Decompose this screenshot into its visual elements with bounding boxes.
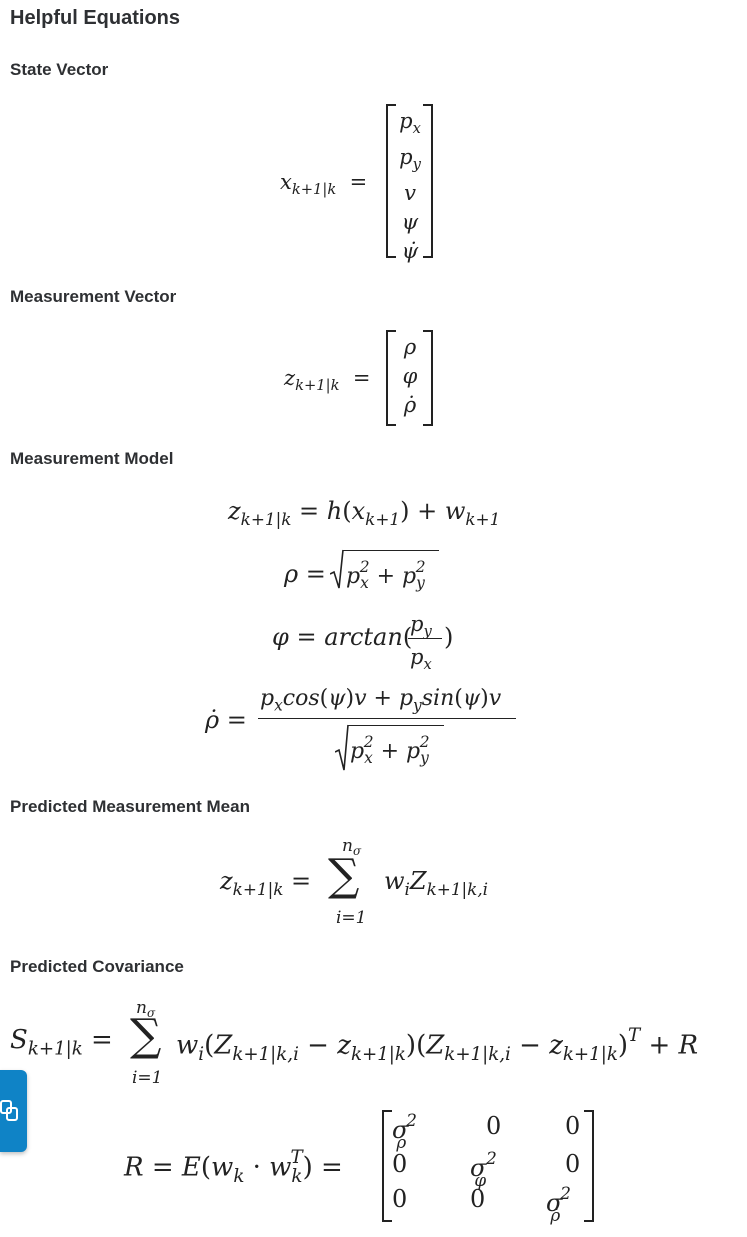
page-title: Helpful Equations: [10, 7, 180, 29]
state-vector-heading: State Vector: [10, 60, 109, 79]
measurement-vector-heading: Measurement Vector: [10, 287, 177, 306]
measurement-model-heading: Measurement Model: [10, 449, 174, 468]
predicted-covariance-heading: Predicted Covariance: [10, 957, 184, 976]
copy-icon: [0, 1100, 18, 1121]
side-copy-button[interactable]: [0, 1070, 27, 1152]
predicted-mean-heading: Predicted Measurement Mean: [10, 797, 250, 816]
